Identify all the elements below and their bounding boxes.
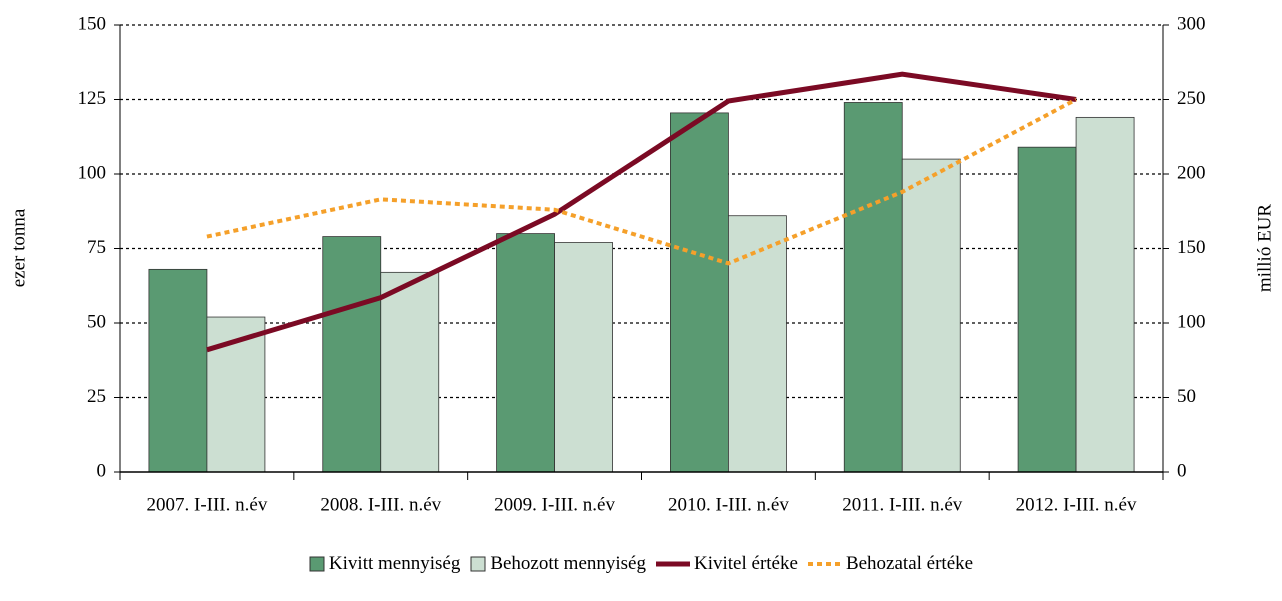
bar	[322, 236, 382, 473]
y-tick-label: 150	[78, 13, 107, 34]
x-tick-label: 2010. I-III. n.év	[668, 494, 789, 515]
x-tick-label: 2009. I-III. n.év	[494, 494, 615, 515]
y2-tick-label: 150	[1177, 237, 1206, 258]
y2-tick-label: 200	[1177, 162, 1206, 183]
legend-item: Behozatal értéke	[807, 553, 974, 575]
bar	[148, 268, 208, 473]
legend-item: Kivitel értéke	[656, 553, 798, 575]
y-tick-label: 100	[78, 162, 107, 183]
bar	[901, 158, 961, 473]
y2-tick-label: 100	[1177, 311, 1206, 332]
y2-tick-label: 50	[1177, 386, 1196, 407]
x-tick-label: 2008. I-III. n.év	[320, 494, 441, 515]
bar	[670, 112, 729, 473]
bar	[1075, 116, 1135, 473]
bar	[554, 242, 613, 473]
y-tick-label: 75	[87, 237, 106, 258]
x-tick-label: 2011. I-III. n.év	[842, 494, 963, 515]
y2-axis-label: millió EUR	[1254, 204, 1275, 292]
y-tick-label: 0	[97, 460, 107, 481]
bar	[380, 271, 440, 473]
y2-tick-label: 300	[1177, 13, 1206, 34]
bar	[728, 215, 787, 473]
legend-label: Behozott mennyiség	[490, 553, 646, 574]
y2-tick-label: 0	[1177, 460, 1187, 481]
y-axis-label: ezer tonna	[8, 208, 29, 287]
legend-item: Behozott mennyiség	[470, 553, 646, 575]
legend-label: Kivitt mennyiség	[328, 553, 461, 574]
legend-swatch	[656, 561, 690, 567]
legend: Kivitt mennyiség Behozott mennyiség Kivite…	[0, 553, 1282, 575]
bar	[496, 233, 555, 473]
chart: ezer tonna millió EUR 0 25 50 75 100 125 150 0 5…	[8, 13, 1275, 515]
legend-swatch	[807, 562, 842, 566]
legend-label: Kivitel értéke	[694, 553, 798, 574]
legend-swatch	[470, 556, 486, 572]
legend-item: Kivitt mennyiség	[309, 553, 460, 575]
y-tick-label: 25	[87, 386, 106, 407]
x-tick-label: 2012. I-III. n.év	[1016, 494, 1137, 515]
y-tick-label: 125	[78, 88, 107, 109]
legend-swatch	[309, 556, 325, 572]
x-tick-label: 2007. I-III. n.év	[147, 494, 268, 515]
legend-label: Behozatal értéke	[845, 553, 974, 574]
bar	[1017, 146, 1077, 473]
line	[206, 71, 1077, 353]
line	[206, 97, 1078, 266]
y-tick-label: 50	[87, 311, 106, 332]
y2-tick-label: 250	[1177, 88, 1206, 109]
bar	[843, 102, 903, 473]
